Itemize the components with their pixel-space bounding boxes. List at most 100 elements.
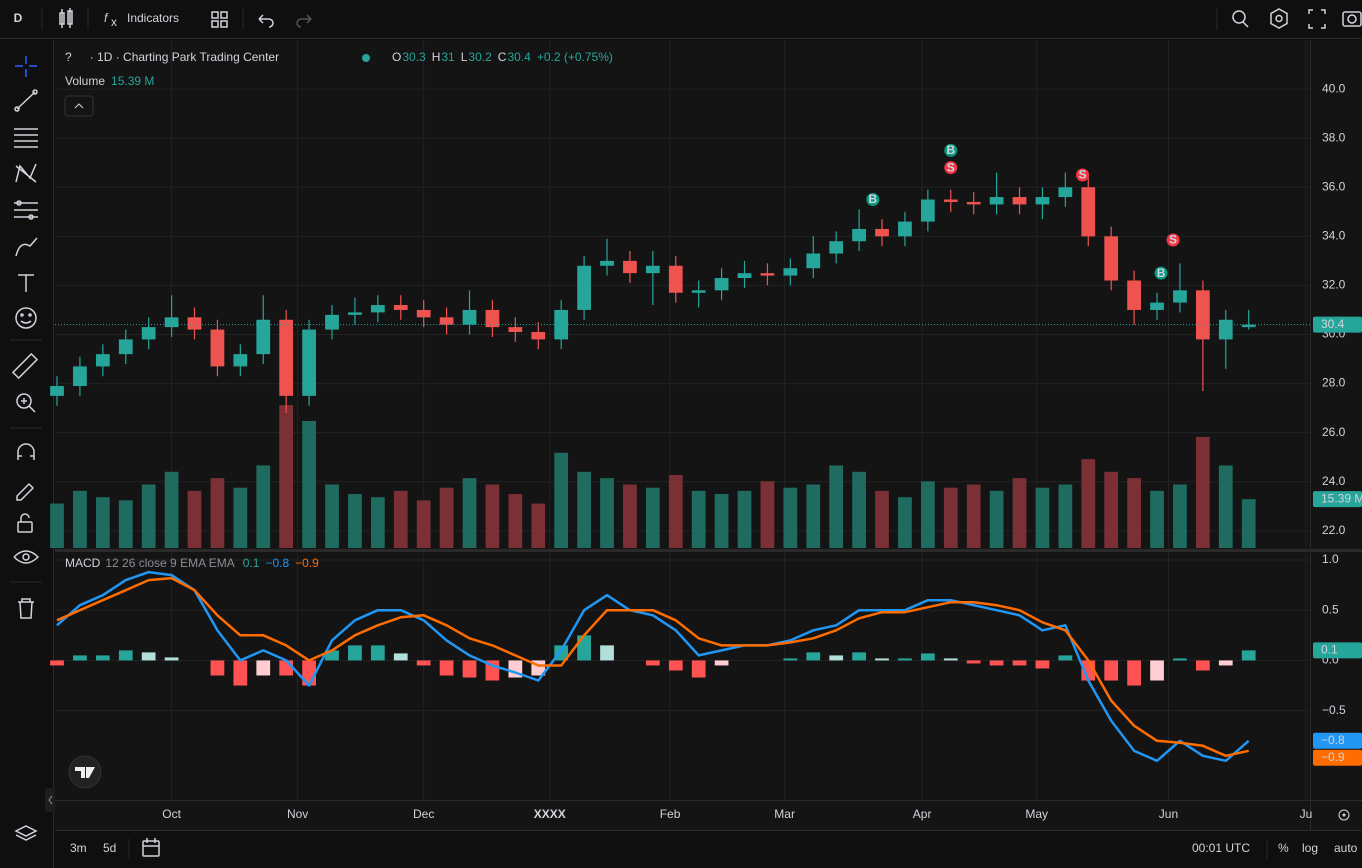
axis-settings[interactable]: [1338, 809, 1350, 821]
candle-body: [691, 290, 706, 293]
volume-bar: [966, 484, 981, 548]
log-button[interactable]: log: [1302, 841, 1318, 855]
candle-body: [302, 329, 316, 396]
percent-button[interactable]: %: [1278, 841, 1289, 855]
brush-tool[interactable]: [15, 237, 38, 257]
timezone-button[interactable]: 00:01 UTC: [1192, 841, 1250, 855]
candle-body: [50, 386, 64, 396]
macd-histogram-bar: [370, 645, 385, 661]
volume-bar: [50, 503, 64, 548]
volume-bar: [485, 484, 500, 548]
text-tool[interactable]: [18, 274, 34, 292]
macd-params: 12 26 close 9 EMA EMA: [105, 556, 234, 570]
candle-body: [416, 309, 431, 318]
volume-label-box: [1313, 491, 1362, 508]
top-toolbar: D f x Indicators: [0, 8, 1362, 39]
x-tick-label: Feb: [660, 807, 681, 821]
candle-body: [393, 305, 408, 310]
redo-button[interactable]: [296, 14, 312, 28]
delete-tool[interactable]: [18, 598, 34, 619]
macd-histogram-bar: [852, 652, 866, 661]
pattern-tool[interactable]: [15, 163, 37, 183]
y-tick-label: 36.0: [1322, 179, 1346, 193]
lock-tool[interactable]: [17, 513, 33, 533]
macd-histogram-bar: [416, 660, 431, 666]
volume-bar: [783, 487, 798, 548]
macd-tick-label: −0.5: [1322, 703, 1346, 717]
macd-tick-label: 1.0: [1322, 552, 1339, 566]
chart-type-button[interactable]: [59, 8, 73, 28]
x-tick-label: Nov: [287, 807, 308, 821]
auto-button[interactable]: auto: [1334, 841, 1358, 855]
settings-button[interactable]: [1270, 8, 1288, 29]
volume-bar: [256, 465, 271, 548]
fullscreen-button[interactable]: [1308, 9, 1326, 29]
signal-label: B: [946, 143, 955, 157]
signal-label: S: [1079, 168, 1087, 182]
y-tick-label: 34.0: [1322, 229, 1346, 243]
ohlc-value: 30.3: [402, 50, 426, 64]
volume-bar: [714, 494, 729, 548]
macd-series-label-box: [1313, 749, 1362, 766]
screenshot-button[interactable]: [1342, 11, 1362, 27]
volume-bar: [233, 487, 248, 548]
object-tree-button[interactable]: [14, 825, 38, 841]
zoom-tool[interactable]: [16, 393, 36, 413]
candle-body: [1241, 324, 1256, 328]
collapse-tab[interactable]: [45, 788, 55, 812]
candle-body: [1081, 187, 1096, 237]
candle-body: [1150, 302, 1164, 310]
signal-label: B: [869, 192, 878, 206]
x-tick-label: Mar: [774, 807, 795, 821]
macd-histogram-bar: [783, 658, 798, 661]
layout-button[interactable]: [211, 11, 228, 28]
undo-button[interactable]: [258, 14, 274, 28]
magnet-tool[interactable]: [17, 443, 35, 460]
macd-histogram-bar: [325, 650, 339, 661]
visibility-tool[interactable]: [13, 550, 40, 564]
volume-bar: [943, 487, 958, 548]
ohlc-name: L: [461, 50, 468, 64]
trend-line-tool[interactable]: [14, 89, 38, 112]
x-tick-label: Dec: [413, 807, 434, 821]
measure-tool[interactable]: [11, 352, 39, 380]
volume-bar: [1150, 490, 1164, 548]
volume-bar: [920, 481, 935, 548]
volume-bar: [164, 471, 179, 548]
macd-histogram-bar: [1173, 658, 1187, 661]
volume-label: 15.39 M: [1321, 491, 1362, 505]
volume-bar: [1035, 487, 1050, 548]
x-tick-label: XXXX: [534, 807, 566, 821]
collapse-arrow[interactable]: [48, 795, 53, 805]
lock-drawing-tool[interactable]: [16, 482, 35, 501]
fib-tool[interactable]: [14, 128, 38, 148]
signal-marker: [944, 143, 958, 157]
indicators-icon-x[interactable]: x: [111, 15, 117, 29]
volume-bar: [462, 478, 477, 548]
chart-area: [55, 40, 1362, 830]
range-button[interactable]: 5d: [103, 841, 116, 855]
collapse-legend-icon[interactable]: [74, 103, 84, 109]
volume-bar: [393, 490, 408, 548]
alert-button[interactable]: [1232, 10, 1249, 28]
volume-bar: [989, 490, 1004, 548]
candle-body: [829, 241, 844, 254]
crosshair-tool[interactable]: [15, 56, 37, 77]
volume-bar: [1241, 499, 1256, 548]
indicators-button[interactable]: Indicators: [127, 11, 179, 25]
signal-label: S: [1169, 233, 1177, 247]
range-button[interactable]: 3m: [70, 841, 87, 855]
candle-body: [279, 319, 294, 396]
icon-tool[interactable]: [15, 307, 37, 329]
volume-bar: [302, 421, 316, 548]
candle-body: [714, 278, 729, 291]
status-dot: [362, 54, 370, 62]
candle-body: [164, 317, 179, 328]
forecast-tool[interactable]: [14, 200, 38, 220]
indicators-icon[interactable]: f: [104, 11, 109, 25]
goto-date-button[interactable]: [142, 838, 160, 857]
interval-button[interactable]: D: [14, 11, 23, 25]
collapse-legend-button[interactable]: [64, 95, 94, 117]
candle-body: [508, 327, 523, 333]
